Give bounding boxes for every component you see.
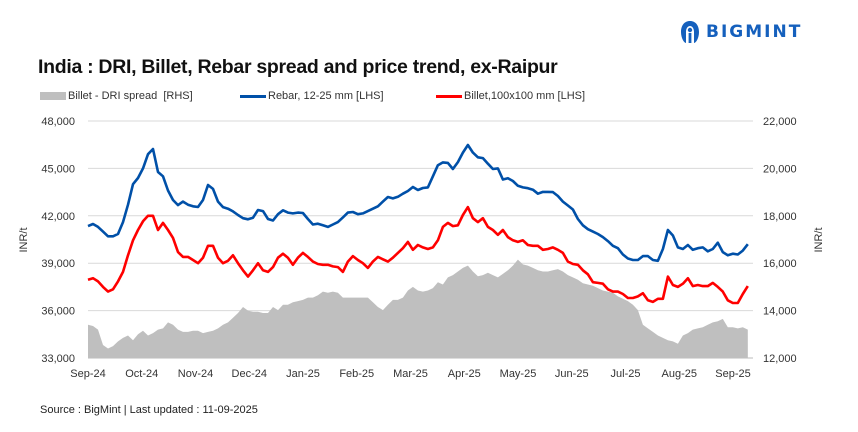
- y-axis-label-left: INR/t: [18, 227, 30, 252]
- y2-tick-label: 20,000: [763, 163, 797, 175]
- y-tick-label: 48,000: [41, 116, 75, 128]
- y-axis-label-right: INR/t: [813, 227, 825, 252]
- y2-tick-label: 12,000: [763, 353, 797, 365]
- y-tick-label: 33,000: [41, 353, 75, 365]
- y2-tick-label: 14,000: [763, 306, 797, 318]
- legend-swatch-billet: [436, 94, 462, 98]
- x-tick-label: Jul-25: [611, 368, 641, 380]
- legend-label-billet: Billet,100x100 mm [LHS]: [464, 90, 586, 102]
- y2-tick-label: 22,000: [763, 116, 797, 128]
- legend-swatch-rebar: [240, 94, 266, 98]
- chart-title: India : DRI, Billet, Rebar spread and pr…: [38, 56, 558, 78]
- x-tick-label: Sep-24: [70, 368, 105, 380]
- chart-legend: Billet - DRI spread [RHS] Rebar, 12-25 m…: [40, 90, 585, 102]
- legend-item-spread: Billet - DRI spread [RHS]: [40, 90, 240, 102]
- legend-label-rebar: Rebar, 12-25 mm [LHS]: [268, 90, 384, 102]
- source-note: Source : BigMint | Last updated : 11-09-…: [40, 404, 258, 416]
- series-line-billet: [87, 205, 749, 305]
- logo-text: BIGMINT: [706, 22, 803, 42]
- x-tick-label: May-25: [500, 368, 537, 380]
- x-tick-label: Apr-25: [448, 368, 481, 380]
- legend-label-spread: Billet - DRI spread [RHS]: [68, 90, 193, 102]
- y-tick-label: 39,000: [41, 258, 75, 270]
- legend-item-rebar: Rebar, 12-25 mm [LHS]: [240, 90, 436, 102]
- x-tick-label: Jun-25: [555, 368, 589, 380]
- x-tick-label: Feb-25: [339, 368, 374, 380]
- x-tick-label: Nov-24: [178, 368, 213, 380]
- y-tick-label: 36,000: [41, 306, 75, 318]
- legend-item-billet: Billet,100x100 mm [LHS]: [436, 90, 585, 102]
- series-area-spread: [88, 259, 748, 358]
- bigmint-logo: BIGMINT: [680, 20, 802, 44]
- legend-swatch-spread: [40, 92, 66, 100]
- x-tick-label: Sep-25: [715, 368, 750, 380]
- y2-tick-label: 18,000: [763, 211, 797, 223]
- x-tick-label: Oct-24: [125, 368, 158, 380]
- bigmint-logo-icon: [681, 21, 699, 43]
- series-line-rebar: [87, 143, 749, 263]
- x-tick-label: Jan-25: [286, 368, 320, 380]
- x-tick-label: Mar-25: [393, 368, 428, 380]
- y-tick-label: 42,000: [41, 211, 75, 223]
- y-tick-label: 45,000: [41, 163, 75, 175]
- x-tick-label: Dec-24: [232, 368, 267, 380]
- x-tick-label: Aug-25: [662, 368, 697, 380]
- y2-tick-label: 16,000: [763, 258, 797, 270]
